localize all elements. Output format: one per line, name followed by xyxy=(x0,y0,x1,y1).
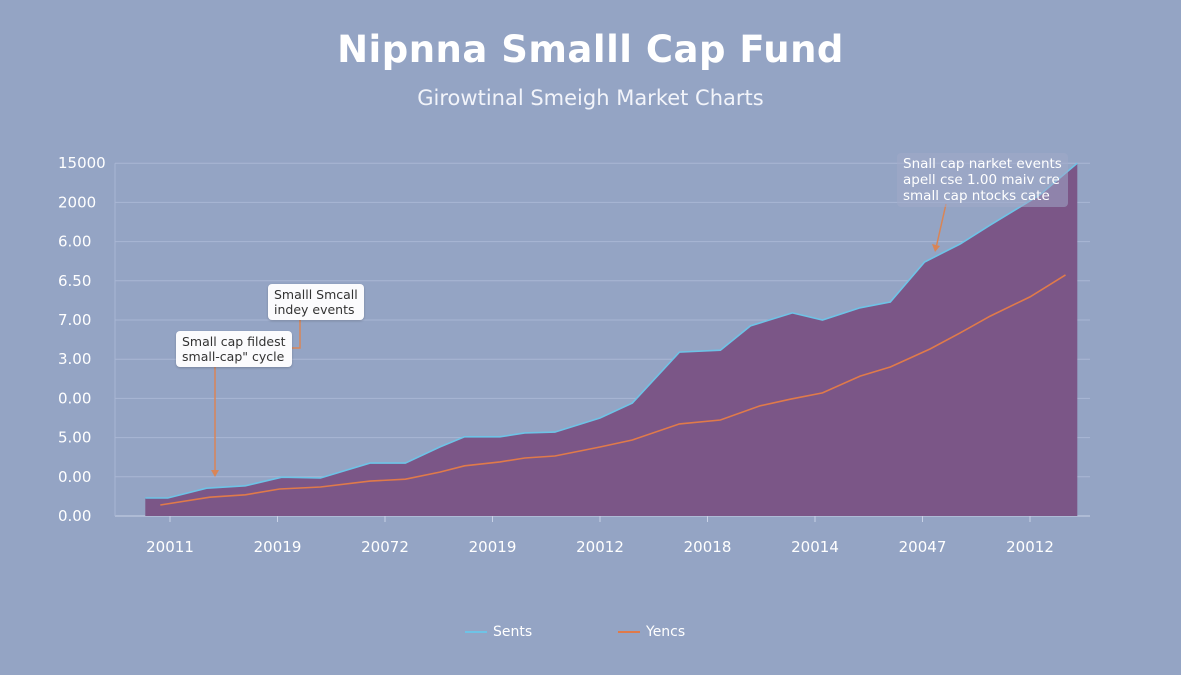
y-tick-label: 3.00 xyxy=(58,350,91,368)
x-axis-ticks: 20011 20019 20072 20019 20012 20018 20014 20047… xyxy=(146,538,1054,556)
y-tick-label: 6.50 xyxy=(58,272,91,290)
legend-swatch-yencs xyxy=(618,631,640,633)
x-tick-label: 20011 xyxy=(146,538,194,556)
legend-item-sents: Sents xyxy=(465,624,532,640)
legend-label: Yencs xyxy=(646,624,686,640)
annotation-1: Smalll Smcall indey events xyxy=(268,284,364,320)
annotation-3-line: Snall cap narket events xyxy=(903,156,1062,172)
x-tick-label: 20018 xyxy=(684,538,732,556)
x-tick-label: 20072 xyxy=(361,538,409,556)
x-tick-label: 20012 xyxy=(1006,538,1054,556)
x-tick-label: 20019 xyxy=(469,538,517,556)
y-tick-label: 0.00 xyxy=(58,389,91,407)
arrowhead-icon xyxy=(211,470,219,477)
annotation-leader-1 xyxy=(290,316,301,349)
legend-item-yencs: Yencs xyxy=(618,624,685,640)
y-tick-label: 5.00 xyxy=(58,429,91,447)
y-tick-label: 2000 xyxy=(58,193,96,211)
y-tick-label: 6.00 xyxy=(58,233,91,251)
y-axis-ticks: 0.00 0.00 5.00 0.00 3.00 7.00 6.50 6.00 2000 1500… xyxy=(58,154,106,525)
x-tick-label: 20014 xyxy=(791,538,839,556)
chart-subtitle: Girowtinal Smeigh Market Charts xyxy=(417,86,764,110)
x-tick-label: 20019 xyxy=(254,538,302,556)
annotation-3-line: apell cse 1.00 maiv cre xyxy=(903,172,1060,188)
legend-swatch-sents xyxy=(465,631,487,633)
annotation-leader-3 xyxy=(935,203,947,249)
annotation-2-line: Small cap fildest xyxy=(182,334,286,349)
annotation-1-line: Smalll Smcall xyxy=(274,287,358,302)
annotation-3-line: small cap ntocks cate xyxy=(903,188,1050,204)
y-tick-label: 0.00 xyxy=(58,507,91,525)
arrowhead-icon xyxy=(932,244,940,252)
series-layer xyxy=(145,162,1078,516)
annotation-leaders xyxy=(211,203,947,477)
y-tick-label: 15000 xyxy=(58,154,106,172)
x-tick-label: 20047 xyxy=(899,538,947,556)
x-tick-label: 20012 xyxy=(576,538,624,556)
annotation-2-line: small-cap" cycle xyxy=(182,349,285,364)
annotation-2: Small cap fildest small-cap" cycle xyxy=(176,331,292,367)
line-yencs xyxy=(160,274,1066,506)
annotation-1-line: indey events xyxy=(274,302,355,317)
annotation-3: Snall cap narket events apell cse 1.00 m… xyxy=(897,153,1068,207)
legend-label: Sents xyxy=(493,624,533,640)
y-tick-label: 0.00 xyxy=(58,468,91,486)
y-tick-label: 7.00 xyxy=(58,311,91,329)
chart-title: Nipnna Smalll Cap Fund xyxy=(337,28,844,71)
area-sents xyxy=(145,163,1078,516)
